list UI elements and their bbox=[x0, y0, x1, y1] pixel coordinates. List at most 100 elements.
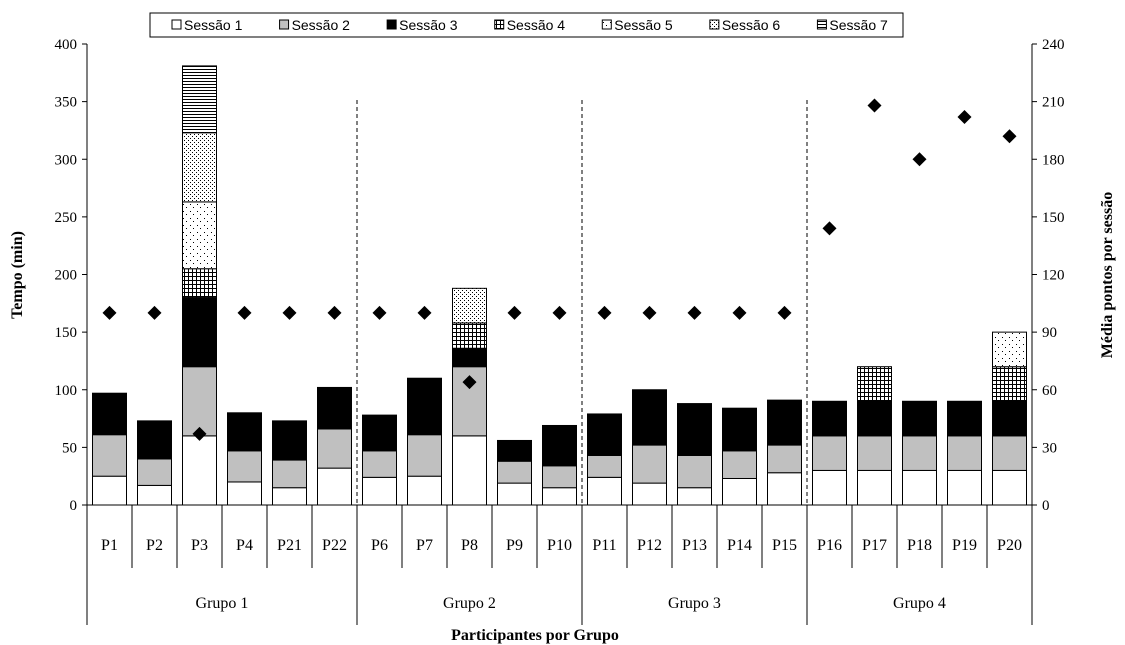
bar-segment bbox=[317, 428, 352, 469]
diamond-marker bbox=[462, 375, 477, 390]
diamond-marker bbox=[147, 305, 162, 320]
y-tick-label: 400 bbox=[55, 37, 78, 53]
bar-segment bbox=[947, 435, 982, 471]
x-tick-label: P17 bbox=[862, 537, 887, 554]
bar-segment bbox=[677, 454, 712, 489]
diamond-marker bbox=[192, 426, 207, 441]
bar-segment bbox=[452, 347, 487, 368]
bars bbox=[92, 65, 1027, 506]
bar-segment bbox=[587, 413, 622, 456]
x-tick-label: P13 bbox=[682, 537, 707, 554]
bar-segment bbox=[812, 400, 847, 437]
legend-swatch bbox=[494, 19, 505, 30]
bar-segment bbox=[137, 484, 172, 506]
legend-swatch bbox=[171, 19, 182, 30]
group-label: Grupo 1 bbox=[196, 595, 249, 612]
bar-segment bbox=[182, 201, 217, 270]
x-tick-label: P14 bbox=[727, 537, 752, 554]
diamond-marker bbox=[597, 305, 612, 320]
x-tick-label: P4 bbox=[236, 537, 253, 554]
bar-segment bbox=[272, 459, 307, 489]
bar-segment bbox=[542, 487, 577, 506]
diamond-marker bbox=[687, 305, 702, 320]
diamond-marker bbox=[777, 305, 792, 320]
diamond-marker bbox=[507, 305, 522, 320]
y-axis-title: Tempo (min) bbox=[9, 231, 26, 319]
y-tick-label: 150 bbox=[55, 325, 78, 341]
x-tick-label: P12 bbox=[637, 537, 662, 554]
bar-segment bbox=[137, 458, 172, 486]
legend-label: Sessão 7 bbox=[829, 17, 888, 33]
bar-segment bbox=[632, 482, 667, 506]
bar-segment bbox=[587, 476, 622, 506]
bar-segment bbox=[497, 439, 532, 462]
bar-segment bbox=[992, 366, 1027, 402]
legend-label: Sessão 1 bbox=[184, 17, 243, 33]
y2-tick-label: 180 bbox=[1042, 152, 1065, 168]
legend-swatch bbox=[709, 19, 720, 30]
bar-segment bbox=[92, 434, 127, 477]
y-tick-label: 0 bbox=[70, 498, 78, 514]
bar-segment bbox=[902, 469, 937, 506]
bar-segment bbox=[722, 477, 757, 506]
bar-segment bbox=[992, 435, 1027, 471]
bar-segment bbox=[992, 400, 1027, 437]
bar-segment bbox=[497, 482, 532, 506]
y2-tick-label: 120 bbox=[1042, 268, 1065, 284]
bar-segment bbox=[857, 469, 892, 506]
bar-segment bbox=[587, 454, 622, 478]
bar-segment bbox=[857, 400, 892, 437]
bar-segment bbox=[182, 366, 217, 437]
y-tick-label: 100 bbox=[55, 383, 78, 399]
bar-segment bbox=[362, 414, 397, 452]
bar-segment bbox=[182, 435, 217, 506]
x-tick-label: P6 bbox=[371, 537, 388, 554]
y2-tick-label: 0 bbox=[1042, 498, 1050, 514]
diamond-marker bbox=[912, 152, 927, 167]
y-tick-label: 50 bbox=[62, 440, 77, 456]
x-tick-label: P2 bbox=[146, 537, 163, 554]
legend-label: Sessão 5 bbox=[614, 17, 673, 33]
bar-segment bbox=[542, 465, 577, 489]
legend-swatch bbox=[279, 19, 290, 30]
bar-segment bbox=[812, 435, 847, 471]
bar-segment bbox=[677, 487, 712, 506]
bar-segment bbox=[857, 435, 892, 471]
x-tick-label: P18 bbox=[907, 537, 932, 554]
x-tick-label: P8 bbox=[461, 537, 478, 554]
diamond-marker bbox=[372, 305, 387, 320]
bar-segment bbox=[407, 475, 442, 506]
x-tick-label: P19 bbox=[952, 537, 977, 554]
bar-segment bbox=[137, 420, 172, 460]
bar-segment bbox=[992, 331, 1027, 368]
x-tick-label: P16 bbox=[817, 537, 842, 554]
legend-swatch bbox=[601, 19, 612, 30]
legend-label: Sessão 2 bbox=[292, 17, 351, 33]
x-tick-label: P1 bbox=[101, 537, 118, 554]
diamond-marker bbox=[417, 305, 432, 320]
diamond-marker bbox=[822, 221, 837, 236]
bar-segment bbox=[722, 407, 757, 452]
diamond-marker bbox=[237, 305, 252, 320]
group-label: Grupo 4 bbox=[893, 595, 946, 612]
y2-tick-label: 240 bbox=[1042, 37, 1065, 53]
x-tick-label: P9 bbox=[506, 537, 523, 554]
x-tick-label: P20 bbox=[997, 537, 1022, 554]
bar-segment bbox=[92, 475, 127, 506]
diamond-marker bbox=[552, 305, 567, 320]
bar-segment bbox=[542, 424, 577, 467]
bar-segment bbox=[182, 268, 217, 299]
bar-segment bbox=[407, 434, 442, 477]
bar-segment bbox=[632, 444, 667, 484]
bar-segment bbox=[317, 386, 352, 430]
bar-segment bbox=[92, 392, 127, 436]
legend-label: Sessão 3 bbox=[399, 17, 458, 33]
bar-segment bbox=[182, 297, 217, 368]
bar-segment bbox=[902, 435, 937, 471]
diamond-marker bbox=[957, 109, 972, 124]
group-label: Grupo 2 bbox=[443, 595, 496, 612]
bar-segment bbox=[452, 287, 487, 324]
diamond-marker bbox=[642, 305, 657, 320]
markers bbox=[102, 98, 1017, 441]
